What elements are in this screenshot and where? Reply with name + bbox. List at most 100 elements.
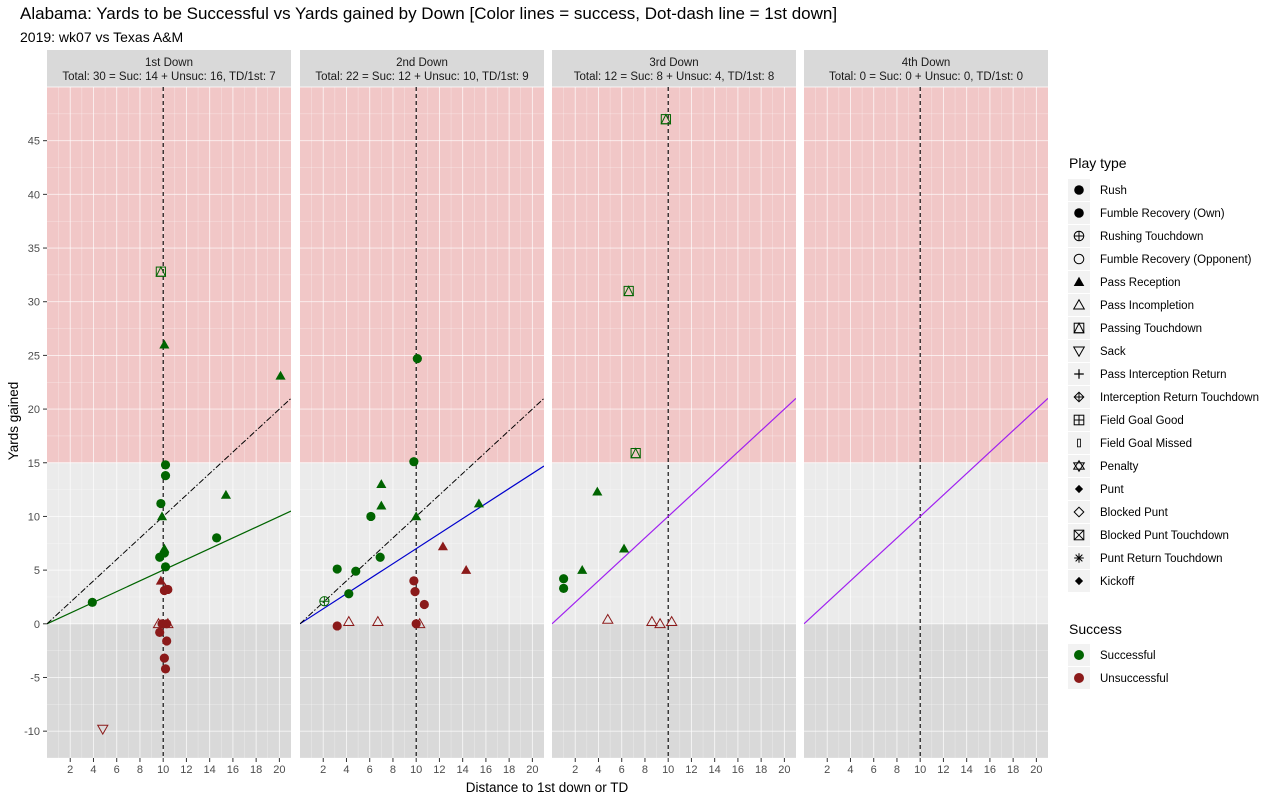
facet-strip xyxy=(300,50,544,87)
legend-label: Field Goal Missed xyxy=(1100,438,1192,450)
x-tick-label: 12 xyxy=(685,764,697,776)
x-axis-title: Distance to 1st down or TD xyxy=(466,780,629,795)
x-tick-label: 14 xyxy=(204,764,216,776)
legend-label: Passing Touchdown xyxy=(1100,323,1202,335)
background-band xyxy=(552,623,796,758)
legend-label: Unsuccessful xyxy=(1100,673,1168,685)
x-tick-label: 6 xyxy=(619,764,625,776)
success-line xyxy=(804,397,1048,625)
legend-item-interception-return-touchdown: Interception Return Touchdown xyxy=(1068,386,1259,408)
y-tick-label: -5 xyxy=(30,672,40,684)
y-tick-label: 25 xyxy=(28,350,40,362)
data-point-pass-incompletion xyxy=(601,613,614,624)
gridlines xyxy=(804,86,1048,759)
x-tick-label: 2 xyxy=(572,764,578,776)
x-tick-label: 8 xyxy=(390,764,396,776)
legend-success-items: Successful Unsuccessful xyxy=(1068,644,1168,689)
data-point-rush xyxy=(411,619,421,629)
x-tick-label: 4 xyxy=(847,764,853,776)
legend-symbol-interception-return-touchdown-cross xyxy=(1074,392,1084,402)
legend-item-pass-interception-return: Pass Interception Return xyxy=(1068,363,1227,385)
facet-strip-summary: Total: 12 = Suc: 8 + Unsuc: 4, TD/1st: 8 xyxy=(574,71,775,83)
data-point-rush xyxy=(559,574,569,584)
data-point-rush xyxy=(160,664,171,674)
background-band xyxy=(47,623,291,758)
legend-item-fumble-recovery-opponent: Fumble Recovery (Opponent) xyxy=(1068,248,1252,270)
x-axis: 2 4 6 8 10 12 14 16 18 20 xyxy=(67,758,286,776)
facet-1st-down: 1st Down Total: 30 = Suc: 14 + Unsuc: 16,… xyxy=(47,50,291,776)
data-point-pass-reception xyxy=(275,370,286,380)
data-point-rush xyxy=(412,354,422,364)
x-tick-label: 8 xyxy=(894,764,900,776)
legend-symbol-blocked-punt xyxy=(1073,506,1085,518)
legend-symbol-penalty xyxy=(1072,459,1086,470)
facet-strip-summary: Total: 30 = Suc: 14 + Unsuc: 16, TD/1st:… xyxy=(62,71,275,83)
legend-label: Blocked Punt Touchdown xyxy=(1100,530,1229,542)
data-point-pass-reception xyxy=(461,565,472,574)
legend-label: Successful xyxy=(1100,650,1156,662)
data-point-rush xyxy=(163,584,173,595)
legend-label: Pass Reception xyxy=(1100,277,1181,289)
legend-symbol-pass-incompletion xyxy=(1072,298,1086,310)
legend-label: Pass Interception Return xyxy=(1100,369,1227,381)
x-tick-label: 20 xyxy=(778,764,790,776)
legend-item-punt: Punt xyxy=(1068,478,1124,500)
legend-symbol-sack xyxy=(1072,346,1086,358)
data-point-rush xyxy=(344,589,354,599)
legend-item-kickoff: Kickoff xyxy=(1068,570,1135,592)
x-axis: 2 4 6 8 10 12 14 16 18 20 xyxy=(572,758,791,776)
legend-symbol-pass-interception-return xyxy=(1074,369,1084,379)
legend-item-field-goal-missed: Field Goal Missed xyxy=(1068,432,1192,454)
data-point-pass-reception xyxy=(156,511,168,521)
data-point-rush xyxy=(410,586,420,597)
y-tick-label: 40 xyxy=(28,189,40,201)
x-tick-label: 10 xyxy=(157,764,169,776)
legend-label: Punt Return Touchdown xyxy=(1100,553,1223,565)
data-point-pass-reception xyxy=(592,486,603,496)
x-tick-label: 14 xyxy=(457,764,469,776)
y-tick-label: 5 xyxy=(34,565,40,577)
data-point-rushing-touchdown-cross xyxy=(319,596,329,606)
facet-plot-area xyxy=(300,87,544,758)
data-point-sack xyxy=(96,724,109,736)
legend-item-rush: Rush xyxy=(1068,179,1127,201)
background-band xyxy=(804,623,1048,758)
facet-strip-title: 3rd Down xyxy=(649,57,698,69)
facet-2nd-down: 2nd Down Total: 22 = Suc: 12 + Unsuc: 10,… xyxy=(300,50,544,776)
legend-symbol-penalty-inner xyxy=(1072,462,1086,473)
x-tick-label: 16 xyxy=(732,764,744,776)
x-tick-label: 14 xyxy=(961,764,973,776)
x-tick-label: 4 xyxy=(343,764,349,776)
data-point-rush xyxy=(156,498,166,509)
data-point-rush xyxy=(162,636,172,646)
legend-item-successful: Successful xyxy=(1068,644,1156,666)
facet-strip-summary: Total: 0 = Suc: 0 + Unsuc: 0, TD/1st: 0 xyxy=(829,71,1023,83)
legend-key-background xyxy=(1068,248,1090,270)
facet-plot-area xyxy=(552,87,796,758)
legend-symbol-fumble-recovery-opponent xyxy=(1073,253,1085,265)
legend-label: Fumble Recovery (Opponent) xyxy=(1100,254,1252,266)
legend-key-background xyxy=(1068,317,1090,339)
legend-item-unsuccessful: Unsuccessful xyxy=(1068,667,1168,689)
legend-item-pass-reception: Pass Reception xyxy=(1068,271,1181,293)
data-point-rush xyxy=(351,566,361,576)
x-tick-label: 2 xyxy=(320,764,326,776)
x-tick-label: 8 xyxy=(137,764,143,776)
x-tick-label: 4 xyxy=(595,764,601,776)
facet-strip-summary: Total: 22 = Suc: 12 + Unsuc: 10, TD/1st:… xyxy=(315,71,528,83)
data-point-pass-incompletion xyxy=(371,615,384,626)
legend-item-field-goal-good: Field Goal Good xyxy=(1068,409,1184,431)
data-point-rush xyxy=(332,621,342,631)
facet-strip-title: 1st Down xyxy=(145,57,193,69)
legend-symbol-blocked-punt-touchdown xyxy=(1073,529,1085,541)
data-point-pass-reception xyxy=(376,500,387,510)
facet-3rd-down: 3rd Down Total: 12 = Suc: 8 + Unsuc: 4, T… xyxy=(552,50,796,776)
data-point-rush xyxy=(409,457,419,467)
data-point-rush xyxy=(212,533,222,543)
facet-plot-area xyxy=(47,87,291,758)
facet-strip-title: 2nd Down xyxy=(396,57,448,69)
data-point-rush xyxy=(366,511,376,522)
legend-symbol-rush xyxy=(1074,185,1084,195)
data-point-pass-reception xyxy=(618,543,630,553)
legend: Play type Rush Fumble Recovery (Own) Rushi… xyxy=(1068,155,1259,689)
